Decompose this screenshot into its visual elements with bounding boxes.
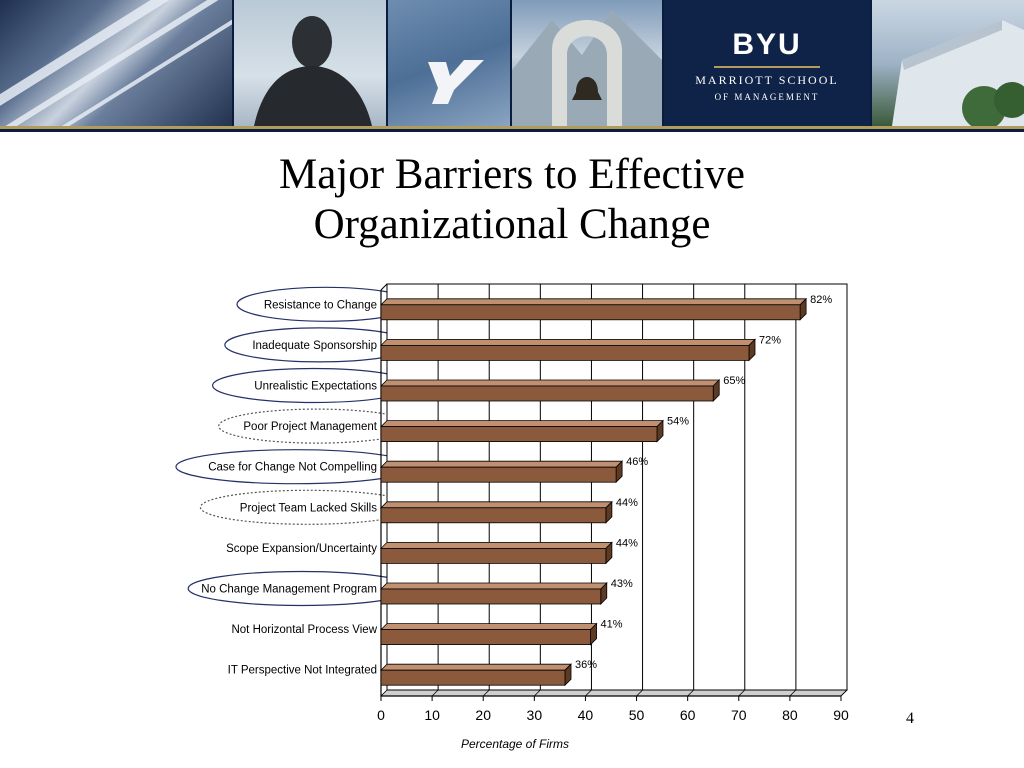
bar bbox=[380, 419, 664, 443]
gridline-floor bbox=[789, 689, 797, 697]
x-tick-label: 40 bbox=[578, 707, 594, 723]
data-label: 36% bbox=[575, 659, 597, 671]
banner-photo-campus-building bbox=[872, 0, 1024, 126]
data-label: 44% bbox=[616, 497, 638, 509]
banner-photo-building bbox=[0, 0, 232, 126]
bar-front bbox=[380, 669, 566, 686]
x-axis-label: Percentage of Firms bbox=[461, 737, 569, 751]
x-tick-label: 50 bbox=[629, 707, 645, 723]
x-tick-label: 60 bbox=[680, 707, 696, 723]
bar-top bbox=[380, 582, 608, 590]
x-tick-label: 80 bbox=[782, 707, 798, 723]
gridline-floor bbox=[840, 689, 848, 697]
bar bbox=[380, 622, 598, 646]
banner-photo-statue bbox=[234, 0, 386, 126]
bar bbox=[380, 500, 613, 524]
data-label: 41% bbox=[601, 619, 623, 631]
x-tick-label: 10 bbox=[424, 707, 440, 723]
byu-marriott-logo: BYU MARRIOTT SCHOOL OF MANAGEMENT bbox=[664, 0, 870, 126]
bar bbox=[380, 582, 608, 605]
data-label: 46% bbox=[626, 456, 648, 468]
bar bbox=[380, 338, 756, 362]
gridline-floor bbox=[534, 689, 541, 697]
logo-divider bbox=[714, 66, 820, 68]
bar-front bbox=[380, 466, 617, 483]
title-line-1: Major Barriers to Effective bbox=[278, 151, 746, 198]
gridline-floor bbox=[585, 689, 592, 697]
page-number: 4 bbox=[906, 710, 914, 727]
bar bbox=[380, 379, 721, 402]
bar-top bbox=[380, 501, 613, 509]
gridline-floor bbox=[687, 689, 694, 697]
bar bbox=[380, 297, 808, 321]
banner-photo-mountain-y bbox=[388, 0, 510, 126]
category-label: Inadequate Sponsorship bbox=[252, 340, 377, 352]
category-label: Case for Change Not Compelling bbox=[208, 462, 377, 474]
bar bbox=[380, 663, 572, 687]
x-tick-label: 30 bbox=[527, 707, 543, 723]
bar-front bbox=[380, 629, 591, 645]
category-label: No Change Management Program bbox=[201, 584, 377, 596]
bar-top bbox=[380, 542, 613, 549]
bar-top bbox=[380, 420, 664, 428]
x-tick-label: 90 bbox=[833, 707, 849, 723]
bar-front bbox=[380, 344, 750, 361]
x-tick-label: 20 bbox=[475, 707, 491, 723]
bar-top bbox=[380, 623, 598, 630]
data-label: 44% bbox=[616, 537, 638, 549]
category-label: Project Team Lacked Skills bbox=[240, 502, 377, 514]
category-label: Scope Expansion/Uncertainty bbox=[226, 543, 377, 555]
category-label: Resistance to Change bbox=[264, 299, 377, 311]
bar bbox=[380, 460, 624, 484]
data-label: 65% bbox=[723, 375, 745, 387]
data-label: 54% bbox=[667, 416, 689, 428]
title-line-2: Organizational Change bbox=[313, 201, 711, 248]
data-label: 82% bbox=[810, 294, 832, 306]
bar-top bbox=[380, 663, 572, 671]
bar-top bbox=[380, 379, 721, 387]
gridline-floor bbox=[738, 689, 746, 697]
school-name-line2: OF MANAGEMENT bbox=[714, 92, 820, 102]
banner-gold-rule bbox=[0, 126, 1024, 129]
chart-floor bbox=[380, 689, 848, 697]
bar-top bbox=[380, 338, 756, 346]
page-title: Major Barriers to Effective Organization… bbox=[112, 150, 912, 250]
data-label: 72% bbox=[759, 334, 781, 346]
bar-front bbox=[380, 588, 602, 605]
category-label: Unrealistic Expectations bbox=[254, 381, 377, 393]
bar-front bbox=[380, 426, 658, 443]
bar bbox=[380, 541, 613, 565]
bar-front bbox=[380, 548, 607, 564]
header-banner: BYU MARRIOTT SCHOOL OF MANAGEMENT bbox=[0, 0, 1024, 132]
byu-logo-text: BYU bbox=[732, 28, 802, 61]
bar-front bbox=[380, 385, 714, 402]
data-label: 43% bbox=[611, 578, 633, 590]
gridline-floor bbox=[636, 689, 643, 697]
bar-front bbox=[380, 507, 607, 524]
bar-top bbox=[380, 298, 808, 306]
x-tick-label: 70 bbox=[731, 707, 747, 723]
category-label: Poor Project Management bbox=[243, 421, 377, 433]
chart-wall-edge bbox=[380, 283, 388, 291]
banner-photo-bell-tower bbox=[512, 0, 662, 126]
gridline-floor bbox=[482, 689, 490, 697]
gridline-floor bbox=[431, 689, 439, 697]
x-tick-label: 0 bbox=[377, 707, 385, 723]
category-label: IT Perspective Not Integrated bbox=[228, 665, 377, 677]
bar-top bbox=[380, 460, 624, 468]
school-name-line1: MARRIOTT SCHOOL bbox=[695, 73, 839, 87]
bar-front bbox=[380, 304, 801, 321]
category-label: Not Horizontal Process View bbox=[231, 624, 377, 636]
